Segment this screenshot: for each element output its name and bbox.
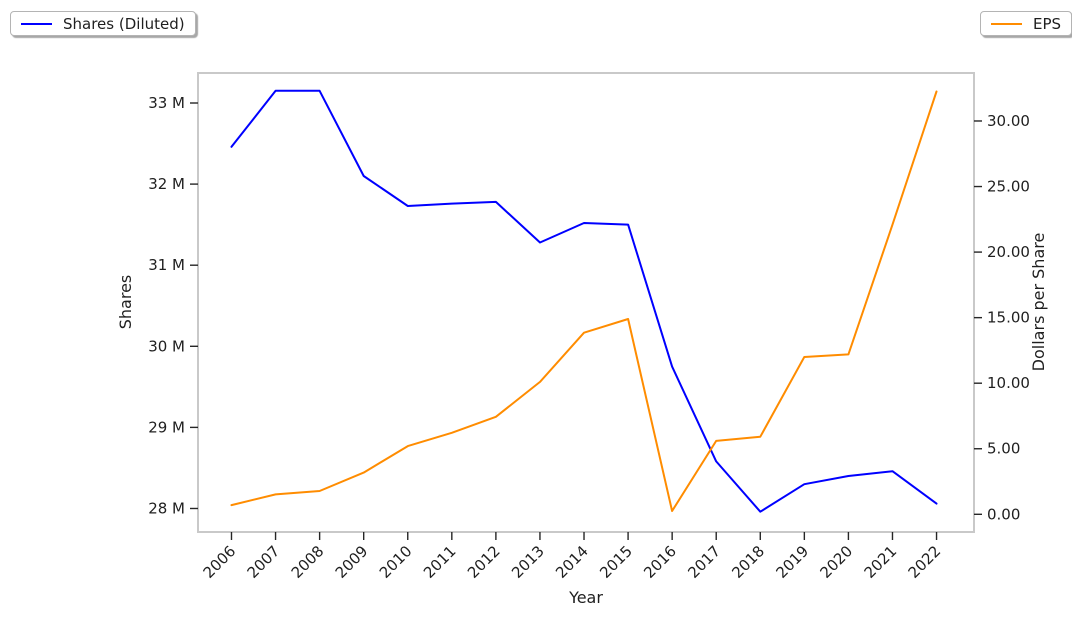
- plot-area-border: [197, 72, 975, 533]
- x-tick-label-2012: 2012: [464, 542, 504, 582]
- y-right-tick-label: 15.00: [987, 309, 1030, 327]
- x-tick-label-2006: 2006: [200, 542, 240, 582]
- x-tick-label-2009: 2009: [332, 542, 372, 582]
- y-right-tick-label: 25.00: [987, 178, 1030, 196]
- y-right-tick-label: 5.00: [987, 440, 1020, 458]
- x-tick-label-2008: 2008: [288, 542, 328, 582]
- x-tick-label-2019: 2019: [772, 542, 812, 582]
- x-axis-title: Year: [568, 588, 603, 607]
- x-tick-label-2014: 2014: [552, 542, 592, 582]
- y-right-tick-label: 0.00: [987, 505, 1020, 523]
- x-tick-label-2016: 2016: [640, 542, 680, 582]
- y-right-tick-label: 20.00: [987, 243, 1030, 261]
- y-left-tick-label: 29 M: [148, 418, 185, 436]
- legend-shares-label: Shares (Diluted): [63, 14, 185, 33]
- y-left-tick-label: 30 M: [148, 337, 185, 355]
- y-left-tick-label: 32 M: [148, 175, 185, 193]
- y-axis-right-title: Dollars per Share: [1029, 233, 1048, 372]
- y-left-tick-label: 28 M: [148, 499, 185, 517]
- shares-line-swatch: [21, 22, 52, 25]
- y-right-tick-label: 30.00: [987, 112, 1030, 130]
- x-tick-label-2015: 2015: [596, 542, 636, 582]
- x-tick-label-2020: 2020: [817, 542, 857, 582]
- legend-shares-diluted: Shares (Diluted): [10, 11, 196, 36]
- legend-eps: EPS: [980, 11, 1072, 36]
- eps-line-swatch: [991, 22, 1022, 25]
- x-tick-label-2007: 2007: [244, 542, 284, 582]
- shares-line: [230, 89, 938, 513]
- legend-eps-label: EPS: [1033, 14, 1062, 33]
- x-tick-label-2022: 2022: [905, 542, 945, 582]
- eps-line: [230, 90, 938, 512]
- y-right-tick-label: 10.00: [987, 374, 1030, 392]
- y-left-tick-label: 31 M: [148, 256, 185, 274]
- x-tick-label-2021: 2021: [861, 542, 901, 582]
- x-tick-label-2013: 2013: [508, 542, 548, 582]
- x-tick-label-2011: 2011: [420, 542, 460, 582]
- x-tick-label-2018: 2018: [728, 542, 768, 582]
- x-tick-label-2010: 2010: [376, 542, 416, 582]
- x-tick-label-2017: 2017: [684, 542, 724, 582]
- y-axis-left-title: Shares: [116, 275, 135, 330]
- y-left-tick-label: 33 M: [148, 94, 185, 112]
